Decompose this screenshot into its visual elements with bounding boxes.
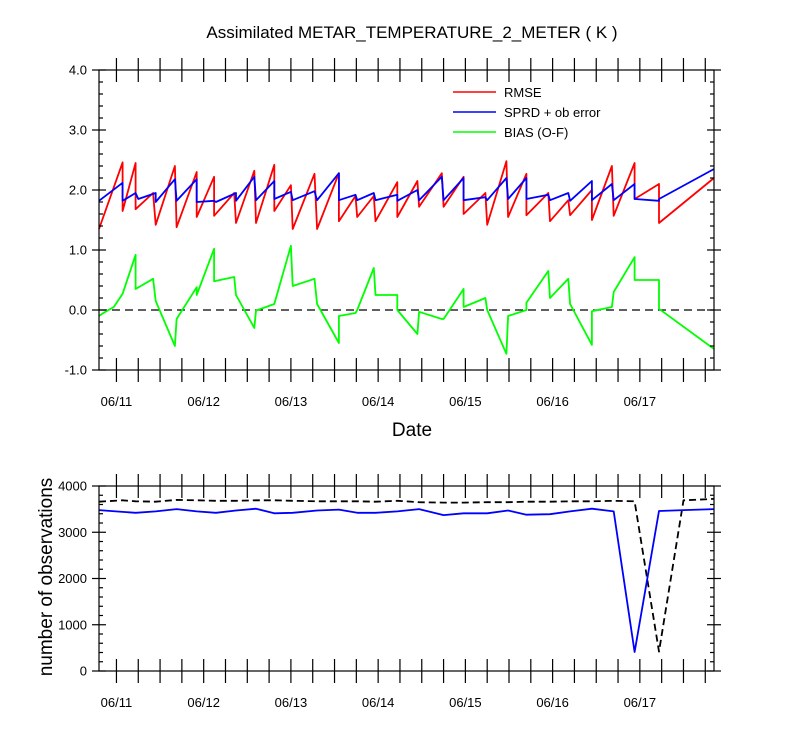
x-tick-label: 06/12 — [187, 394, 220, 409]
x-tick-label: 06/15 — [449, 394, 482, 409]
series-line-sprd-ob-error — [98, 168, 715, 203]
x-tick-label: 06/12 — [187, 695, 220, 710]
x-tick-label: 06/16 — [536, 394, 569, 409]
series-line-assimilated-observations — [98, 507, 715, 653]
y-tick-label: 3000 — [58, 525, 87, 540]
y-tick-label: 4.0 — [69, 63, 87, 78]
series-line-bias-o-f — [98, 244, 715, 355]
y-tick-label: 0 — [80, 664, 87, 679]
y-tick-label: 0.0 — [69, 303, 87, 318]
x-tick-label: 06/13 — [275, 394, 308, 409]
y-tick-label: 2000 — [58, 571, 87, 586]
bottom-chart: 0 1000 2000 3000 4000 06/11 06/12 06/13 06/14 06/… — [36, 474, 721, 710]
y-tick-label: 4000 — [58, 479, 87, 494]
bottom-series-group — [98, 498, 715, 653]
x-tick-label: 06/11 — [101, 695, 133, 710]
x-tick-label: 06/15 — [449, 695, 482, 710]
x-tick-label: 06/13 — [275, 695, 308, 710]
legend-label-bias: BIAS (O-F) — [504, 125, 568, 140]
top-chart: Assimilated METAR_TEMPERATURE_2_METER ( … — [65, 23, 721, 441]
x-tick-label: 06/11 — [101, 394, 133, 409]
series-line-possible-observations — [98, 498, 715, 653]
x-tick-label: 06/17 — [624, 695, 657, 710]
bottom-axis-ticks: 0 1000 2000 3000 4000 06/11 06/12 06/13 06/14 06/… — [58, 474, 721, 710]
y-axis-title: number of observations — [36, 478, 57, 677]
x-tick-label: 06/16 — [536, 695, 569, 710]
y-tick-label: 3.0 — [69, 123, 87, 138]
x-tick-label: 06/14 — [362, 394, 395, 409]
chart-title: Assimilated METAR_TEMPERATURE_2_METER ( … — [206, 23, 617, 42]
x-tick-label: 06/17 — [624, 394, 657, 409]
legend-label-rmse: RMSE — [504, 85, 542, 100]
top-axis-ticks: -1.0 0.0 1.0 2.0 3.0 4.0 06/11 06/12 06/13 06/14 0… — [65, 58, 721, 409]
top-series-group — [98, 160, 715, 355]
legend-label-sprd: SPRD + ob error — [504, 105, 601, 120]
top-plot-frame — [98, 69, 715, 371]
legend: RMSE SPRD + ob error BIAS (O-F) — [453, 85, 601, 140]
y-tick-label: 1000 — [58, 617, 87, 632]
bottom-plot-frame — [98, 485, 715, 672]
x-tick-label: 06/14 — [362, 695, 395, 710]
x-axis-title: Date — [392, 420, 432, 441]
y-tick-label: 1.0 — [69, 243, 87, 258]
y-tick-label: 2.0 — [69, 183, 87, 198]
y-tick-label: -1.0 — [65, 363, 87, 378]
